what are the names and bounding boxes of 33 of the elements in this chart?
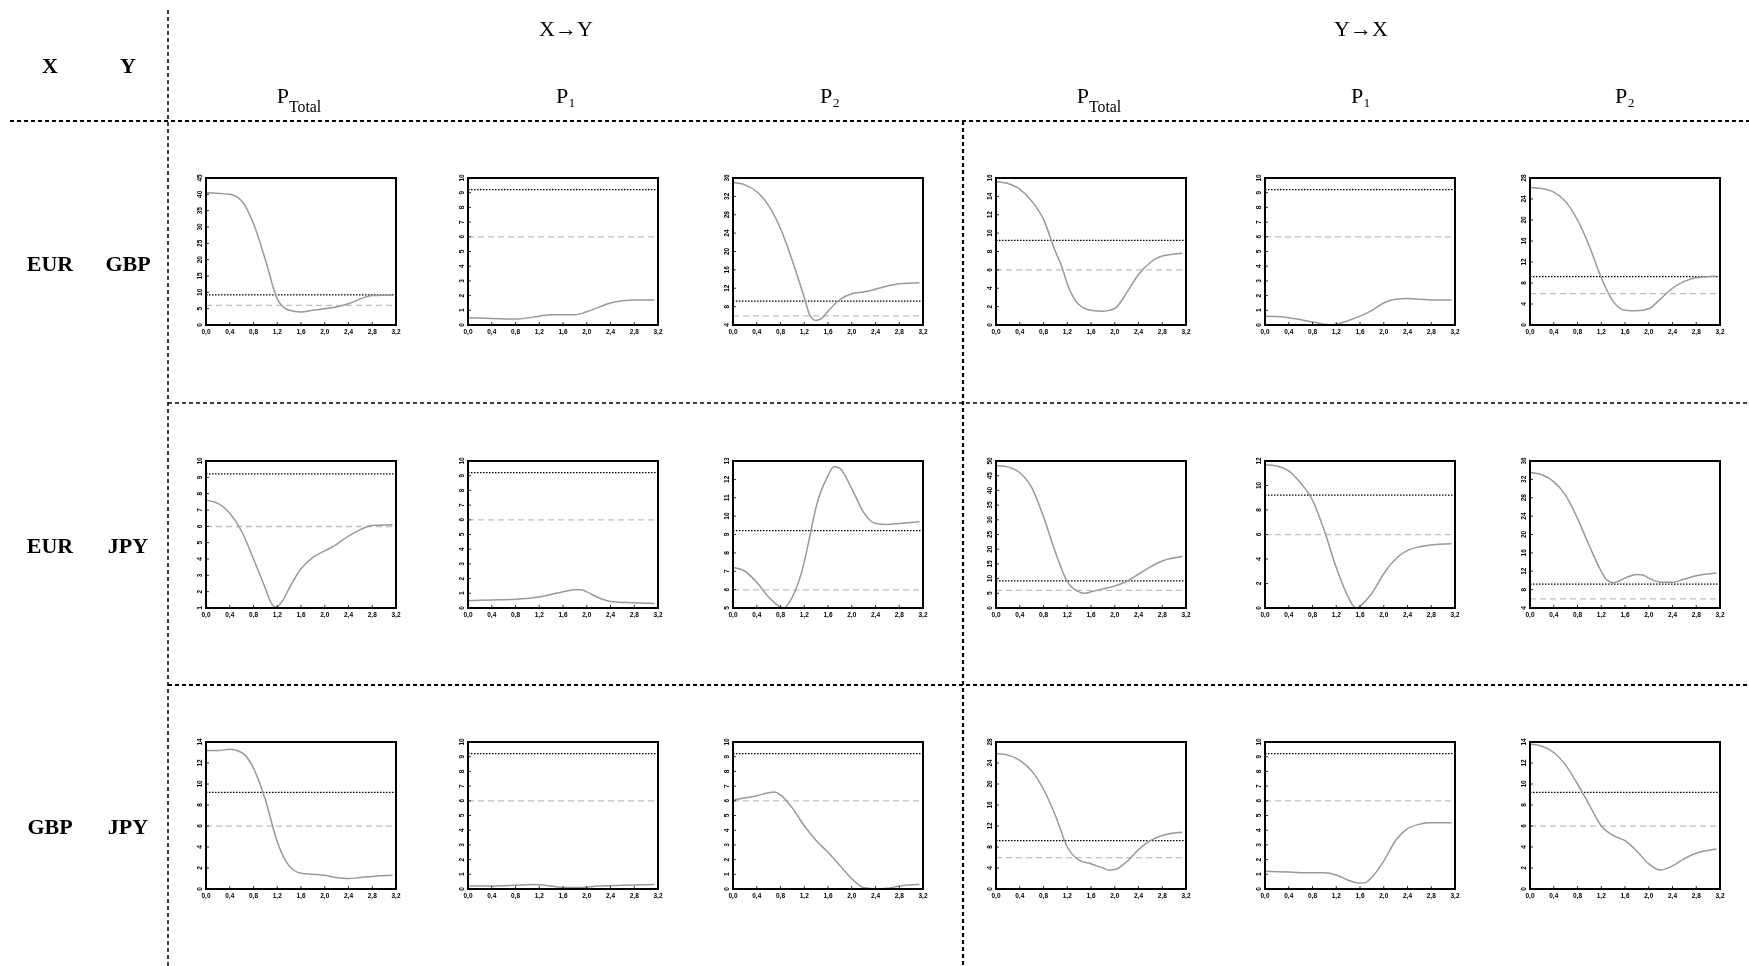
- text: GBP: [105, 251, 151, 276]
- text: EUR: [26, 251, 75, 276]
- line-series: [205, 748, 394, 880]
- text: P₁: [1351, 83, 1371, 108]
- line-series: [995, 464, 1184, 595]
- line-series: [205, 499, 394, 608]
- text: Y→X: [1334, 16, 1388, 41]
- line-series: [995, 752, 1184, 871]
- text: Y: [120, 53, 137, 78]
- text: P₁: [556, 83, 576, 108]
- line-series: [1264, 297, 1453, 326]
- line-series: [467, 299, 656, 320]
- line-series: [1529, 743, 1718, 871]
- text: EUR: [26, 533, 75, 558]
- text: P₂: [1615, 83, 1635, 108]
- line-series: [995, 180, 1184, 312]
- text: JPY: [107, 814, 149, 839]
- line-series: [205, 191, 394, 313]
- text: P$_{Total}$: [1076, 83, 1122, 115]
- text: JPY: [107, 533, 149, 558]
- line-series: [1529, 471, 1718, 584]
- text: P₂: [820, 83, 840, 108]
- text: X: [42, 53, 59, 78]
- text: X→Y: [539, 16, 593, 41]
- line-series: [732, 791, 921, 890]
- text: P$_{Total}$: [276, 83, 322, 115]
- line-series: [732, 181, 921, 322]
- line-series: [467, 588, 656, 605]
- line-series: [732, 465, 921, 609]
- line-series: [1264, 463, 1453, 609]
- text: GBP: [27, 814, 73, 839]
- line-series: [1264, 822, 1453, 884]
- line-series: [1529, 186, 1718, 312]
